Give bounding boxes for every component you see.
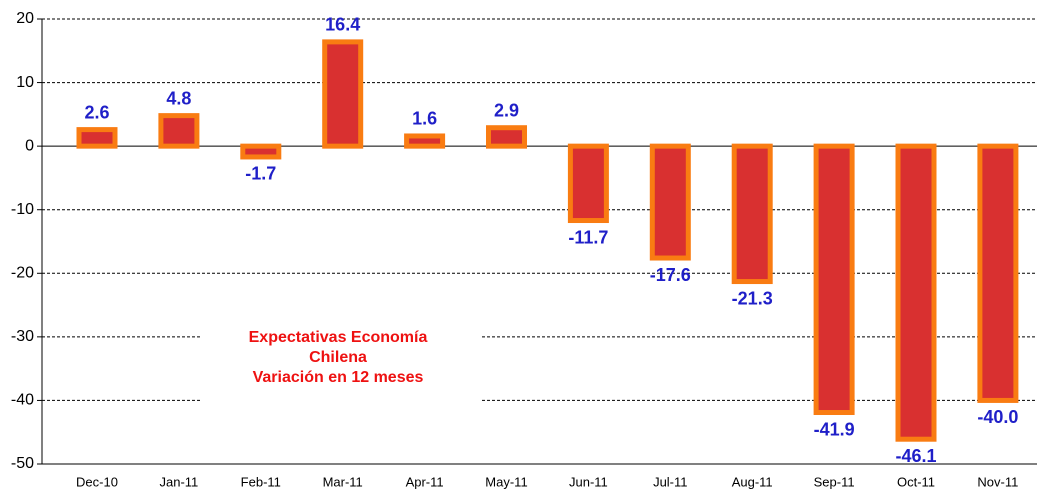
value-label: -41.9 bbox=[814, 419, 855, 439]
x-tick-label: Feb-11 bbox=[241, 474, 281, 489]
bar bbox=[404, 133, 446, 149]
x-tick-label: Dec-10 bbox=[76, 474, 118, 489]
y-tick-label: -20 bbox=[11, 265, 34, 282]
y-tick-label: -50 bbox=[11, 455, 34, 472]
annotation: Expectativas Economía bbox=[249, 329, 428, 346]
x-tick-label: Sep-11 bbox=[814, 474, 855, 489]
annotation: Variación en 12 meses bbox=[253, 369, 424, 386]
value-label: -40.0 bbox=[977, 407, 1018, 427]
annotation: Chilena bbox=[309, 349, 367, 366]
x-tick-label: Oct-11 bbox=[897, 474, 935, 489]
y-tick-label: 10 bbox=[16, 74, 34, 91]
bar bbox=[977, 143, 1019, 403]
x-tick-label: Apr-11 bbox=[406, 474, 444, 489]
x-tick-label: Mar-11 bbox=[323, 474, 363, 489]
y-tick-label: -40 bbox=[11, 392, 34, 409]
value-label: 4.8 bbox=[166, 88, 191, 108]
value-label: 1.6 bbox=[412, 109, 437, 129]
x-tick-label: Aug-11 bbox=[732, 474, 773, 489]
value-label: -17.6 bbox=[650, 265, 691, 285]
value-label: 16.4 bbox=[325, 15, 360, 35]
x-tick-label: Jan-11 bbox=[160, 474, 199, 489]
x-tick-label: Nov-11 bbox=[977, 474, 1018, 489]
y-tick-label: -10 bbox=[11, 201, 34, 218]
y-tick-label: 0 bbox=[25, 137, 34, 154]
y-tick-label: -30 bbox=[11, 328, 34, 345]
bar bbox=[731, 143, 773, 285]
value-label: 2.9 bbox=[494, 100, 519, 120]
bar bbox=[76, 127, 118, 149]
bar bbox=[895, 143, 937, 442]
x-tick-label: Jul-11 bbox=[653, 474, 687, 489]
value-label: -46.1 bbox=[895, 446, 936, 466]
bar bbox=[567, 143, 609, 224]
value-label: -21.3 bbox=[732, 288, 773, 308]
value-label: -1.7 bbox=[245, 164, 276, 184]
bar bbox=[240, 143, 282, 160]
annotation-box bbox=[200, 318, 482, 402]
bar bbox=[813, 143, 855, 416]
bar bbox=[322, 39, 364, 149]
x-tick-label: Jun-11 bbox=[569, 474, 608, 489]
bar bbox=[649, 143, 691, 261]
x-tick-label: May-11 bbox=[485, 474, 527, 489]
y-tick-label: 20 bbox=[16, 10, 34, 27]
bar bbox=[158, 113, 200, 149]
bar bbox=[486, 125, 527, 149]
value-label: -11.7 bbox=[568, 227, 608, 247]
value-label: 2.6 bbox=[84, 102, 109, 122]
